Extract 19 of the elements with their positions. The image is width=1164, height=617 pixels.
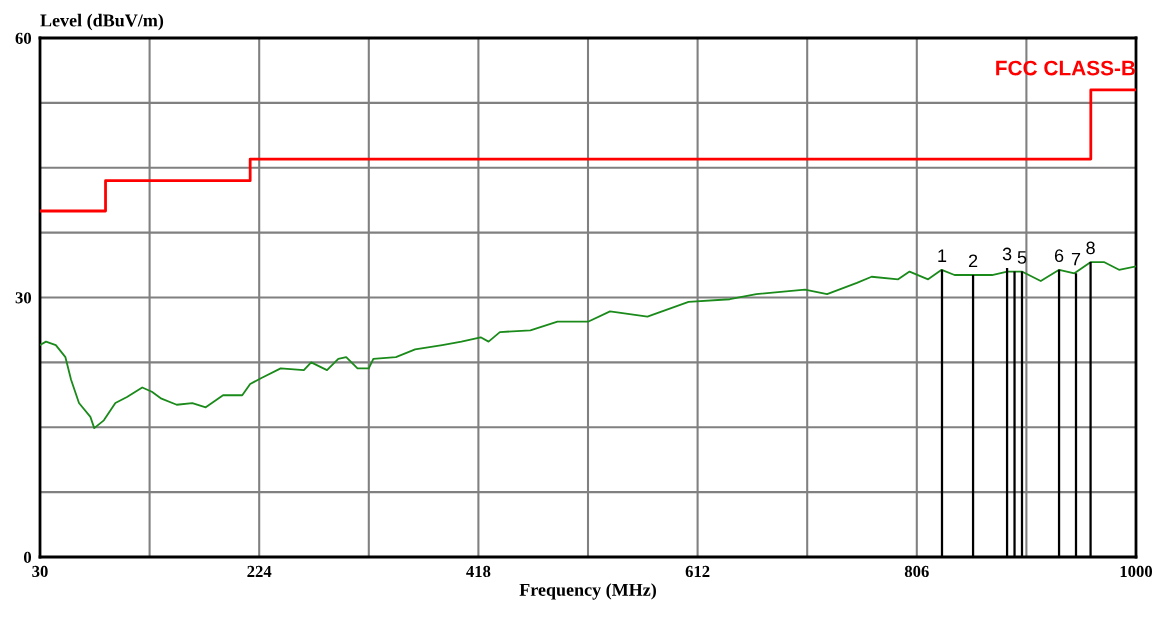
y-tick-label: 30 [15, 292, 32, 304]
annotation: 6 [1054, 249, 1064, 263]
x-tick-label: 1000 [1120, 565, 1153, 578]
y-tick-label: 0 [23, 551, 32, 563]
x-tick-label: 30 [32, 565, 48, 578]
annotation: 5 [1017, 251, 1027, 264]
annotation: 3 [1002, 247, 1012, 261]
x-tick-label: 418 [466, 565, 491, 578]
x-tick-label: 806 [904, 565, 929, 578]
annotation: 1 [938, 249, 947, 262]
x-tick-label: 224 [247, 565, 272, 577]
x-axis-title: Frequency (MHz) [519, 583, 656, 600]
annotation: 7 [1071, 252, 1081, 266]
annotation: 8 [1086, 241, 1095, 255]
series-label: FCC CLASS-B [996, 60, 1136, 76]
y-tick-label: 60 [15, 32, 32, 44]
y-axis-title: Level (dBuV/m) [40, 13, 164, 31]
x-tick-label: 612 [685, 565, 710, 578]
annotation: 2 [968, 254, 978, 268]
